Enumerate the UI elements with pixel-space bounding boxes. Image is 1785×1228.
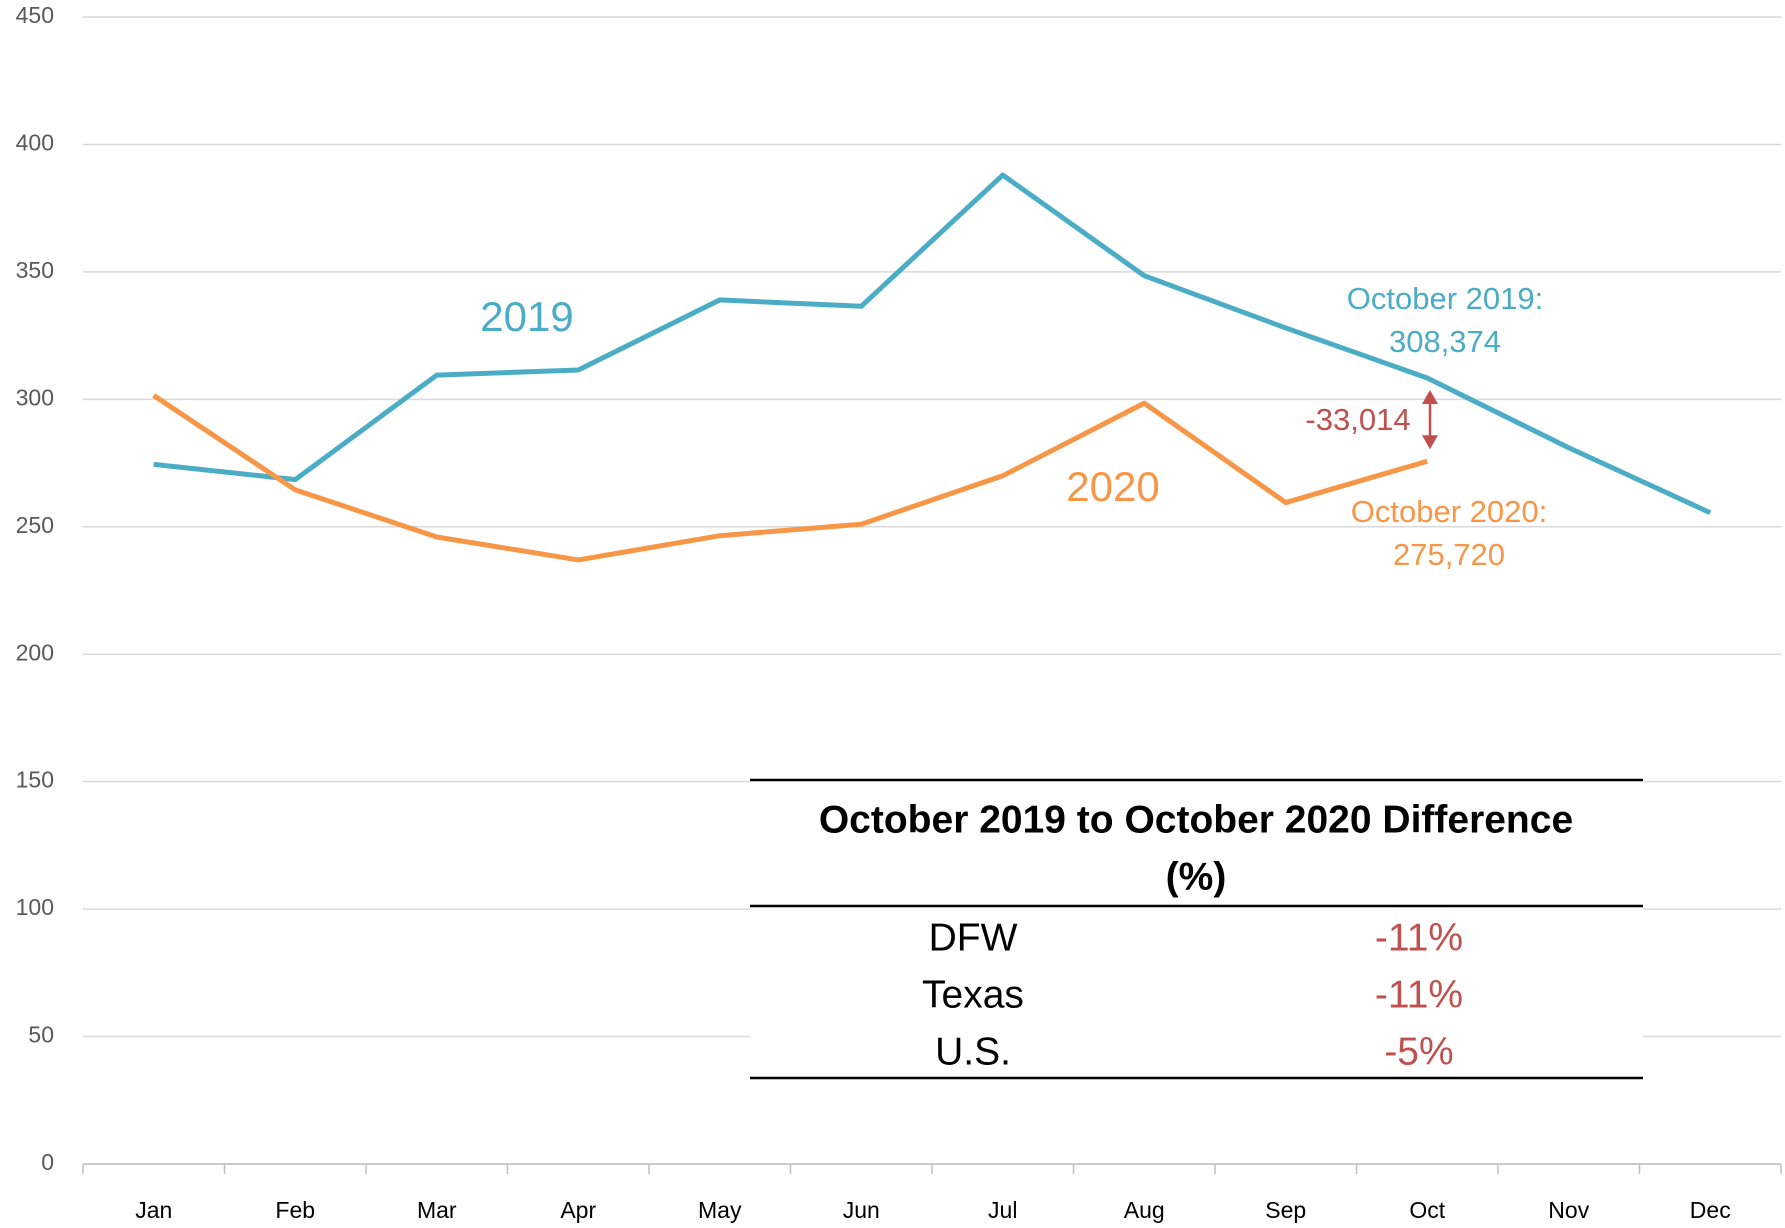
x-tick-label: Apr: [560, 1197, 596, 1223]
x-tick-label: May: [698, 1197, 742, 1223]
y-tick-label: 250: [16, 512, 54, 538]
x-tick-label: Mar: [417, 1197, 457, 1223]
x-tick-label: Jan: [135, 1197, 172, 1223]
annotation: 308,374: [1389, 324, 1501, 359]
x-tick-label: Jun: [843, 1197, 880, 1223]
series-line: [153, 172, 1712, 516]
x-tick-label: Jul: [988, 1197, 1017, 1223]
y-tick-label: 350: [16, 257, 54, 283]
arrow-head: [1422, 389, 1438, 404]
series-line: [152, 393, 1428, 563]
annotation: 275,720: [1393, 537, 1505, 572]
y-tick-label: 150: [16, 767, 54, 793]
table-cell: -11%: [1375, 916, 1463, 959]
table-cell: -11%: [1375, 973, 1463, 1016]
table-title: October 2019 to October 2020 Difference: [819, 798, 1573, 841]
x-tick-label: Sep: [1265, 1197, 1306, 1223]
x-tick-label: Nov: [1548, 1197, 1589, 1223]
table-cell: Texas: [922, 973, 1024, 1016]
y-tick-label: 300: [16, 384, 54, 410]
annotation: October 2019:: [1347, 281, 1543, 316]
x-tick-label: Dec: [1690, 1197, 1731, 1223]
y-tick-label: 200: [16, 639, 54, 665]
y-tick-label: 0: [41, 1149, 54, 1175]
table-bg: [750, 780, 1643, 1072]
table-title: (%): [1166, 855, 1227, 898]
y-tick-label: 400: [16, 130, 54, 156]
annotation: -33,014: [1305, 402, 1410, 437]
series-label: 2020: [1066, 463, 1159, 510]
table-cell: -5%: [1384, 1030, 1453, 1073]
x-tick-label: Feb: [275, 1197, 315, 1223]
x-tick-label: Oct: [1409, 1197, 1445, 1223]
table-cell: U.S.: [935, 1030, 1011, 1073]
annotation: October 2020:: [1351, 494, 1547, 529]
table-cell: DFW: [929, 916, 1018, 959]
x-tick-label: Aug: [1124, 1197, 1165, 1223]
y-tick-label: 50: [28, 1022, 54, 1048]
arrow-head: [1422, 435, 1438, 450]
y-tick-label: 100: [16, 894, 54, 920]
y-tick-label: 450: [16, 2, 54, 28]
series-label: 2019: [480, 293, 573, 340]
